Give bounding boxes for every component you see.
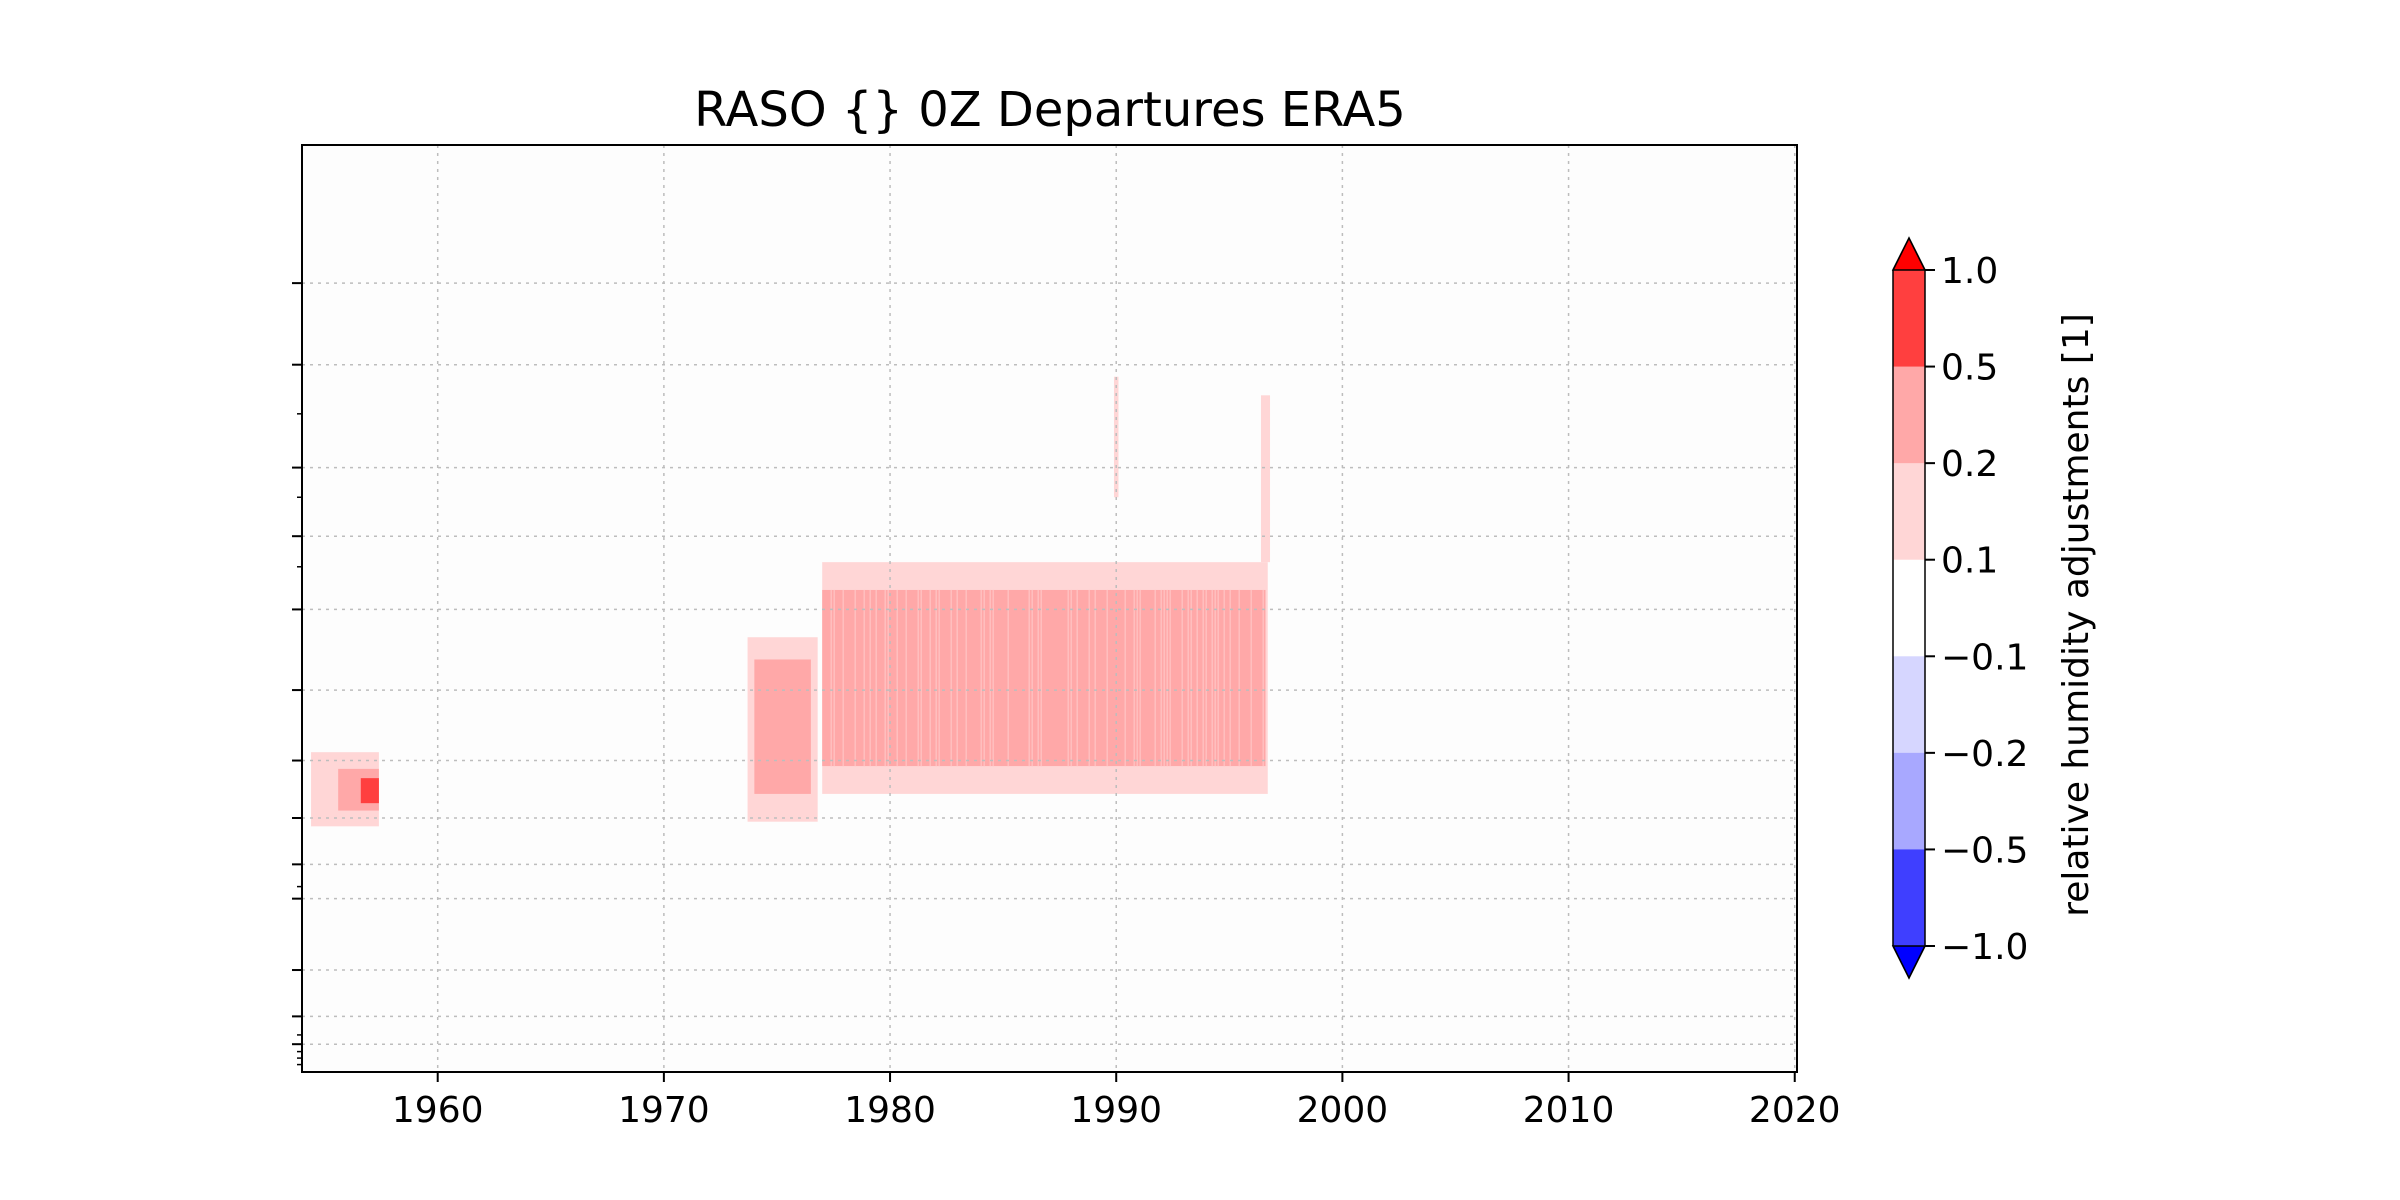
contour-stripe	[875, 589, 877, 767]
contour-stripe	[989, 589, 991, 767]
contour-stripe	[833, 589, 835, 767]
contour-stripe	[1229, 589, 1231, 767]
colorbar-tick-label: −0.5	[1941, 830, 2028, 871]
colorbar-max-extension	[1891, 236, 1927, 271]
contour-stripe	[950, 589, 952, 767]
contour-stripe	[1205, 589, 1207, 767]
colorbar-label: relative humidity adjustments [1]	[2056, 313, 2097, 917]
contour-stripe	[1181, 589, 1183, 767]
colorbar-segment	[1893, 463, 1925, 561]
contour-stripe	[869, 589, 871, 767]
x-tick-label: 2020	[1749, 1090, 1841, 1131]
contour-region-9	[360, 778, 379, 804]
contour-stripe	[1202, 589, 1204, 767]
contour-stripe	[983, 589, 985, 767]
contour-stripe	[1154, 589, 1156, 767]
contour-stripe	[854, 589, 856, 767]
contour-stripe	[1196, 589, 1198, 767]
contour-stripe	[1067, 589, 1069, 767]
contour-stripe	[1124, 589, 1126, 767]
contour-stripe	[1217, 589, 1219, 767]
contour-stripe	[830, 589, 832, 767]
contour-stripe	[1262, 589, 1264, 767]
colorbar-tick-label: 0.1	[1941, 541, 1998, 582]
contour-region-6	[1260, 395, 1271, 563]
contour-stripe	[842, 589, 844, 767]
colorbar-segment	[1893, 270, 1925, 368]
gridlines	[302, 145, 1797, 1072]
colorbar-min-extension	[1891, 945, 1927, 980]
contour-region-2	[754, 659, 811, 794]
colorbar-segment	[1893, 559, 1925, 657]
colorbar: −1.0 −0.5 −0.2 −0.1 0.1 0.2 0.5 1.0	[1891, 236, 2028, 980]
x-tick-label: 1970	[618, 1090, 710, 1131]
contour-stripe	[887, 589, 889, 767]
colorbar-segment	[1893, 752, 1925, 850]
contour-stripe	[1238, 589, 1240, 767]
contour-stripe	[935, 589, 937, 767]
contour-stripe	[1106, 589, 1108, 767]
contour-stripe	[1166, 589, 1168, 767]
contour-stripe	[1031, 589, 1033, 767]
contour-stripe	[1094, 589, 1096, 767]
contour-stripe	[1088, 589, 1090, 767]
contour-stripe	[1040, 589, 1042, 767]
colorbar-segment	[1893, 656, 1925, 754]
contour-stripe	[938, 589, 940, 767]
contour-stripe	[1028, 589, 1030, 767]
contour-stripe	[1163, 589, 1165, 767]
colorbar-tick-label: 0.2	[1941, 444, 1998, 485]
contour-stripe	[956, 589, 958, 767]
x-tick-label: 2010	[1523, 1090, 1615, 1131]
contour-stripe	[920, 589, 922, 767]
contour-stripe	[1223, 589, 1225, 767]
colorbar-segment	[1893, 849, 1925, 947]
colorbar-segment	[1893, 366, 1925, 464]
contour-stripe	[1190, 589, 1192, 767]
contour-stripe	[863, 589, 865, 767]
contour-stripe	[1037, 589, 1039, 767]
contour-stripe	[929, 589, 931, 767]
contour-stripe	[1187, 589, 1189, 767]
contour-stripe	[1133, 589, 1135, 767]
contour-stripe	[1136, 589, 1138, 767]
contour-stripe	[1169, 589, 1171, 767]
x-tick-label: 1990	[1070, 1090, 1162, 1131]
x-tick-label: 1960	[392, 1090, 484, 1131]
contour-stripe	[980, 589, 982, 767]
contour-stripe	[905, 589, 907, 767]
contour-stripe	[1214, 589, 1216, 767]
contour-stripe	[1070, 589, 1072, 767]
contour-stripe	[884, 589, 886, 767]
contour-stripe	[1007, 589, 1009, 767]
colorbar-tick-label: 0.5	[1941, 348, 1998, 389]
contour-stripe	[896, 589, 898, 767]
contour-stripe	[917, 589, 919, 767]
plot-area: 1960 1970 1980 1990 2000 2010 2020	[292, 144, 1841, 1131]
chart-title: RASO {} 0Z Departures ERA5	[694, 82, 1406, 138]
contour-stripe	[1076, 589, 1078, 767]
colorbar-tick-label: −0.2	[1941, 734, 2028, 775]
x-tick-label: 1980	[844, 1090, 936, 1131]
colorbar-tick-label: −0.1	[1941, 637, 2028, 678]
contour-stripe	[992, 589, 994, 767]
colorbar-tick-label: −1.0	[1941, 927, 2028, 968]
contour-stripe	[1211, 589, 1213, 767]
contour-stripe	[965, 589, 967, 767]
colorbar-tick-label: 1.0	[1941, 251, 1998, 292]
x-tick-label: 2000	[1297, 1090, 1389, 1131]
contour-stripe	[1160, 589, 1162, 767]
contour-stripe	[1139, 589, 1141, 767]
contour-region-5	[1113, 376, 1119, 498]
contour-stripe	[1250, 589, 1252, 767]
contour-stripes	[830, 589, 1264, 767]
